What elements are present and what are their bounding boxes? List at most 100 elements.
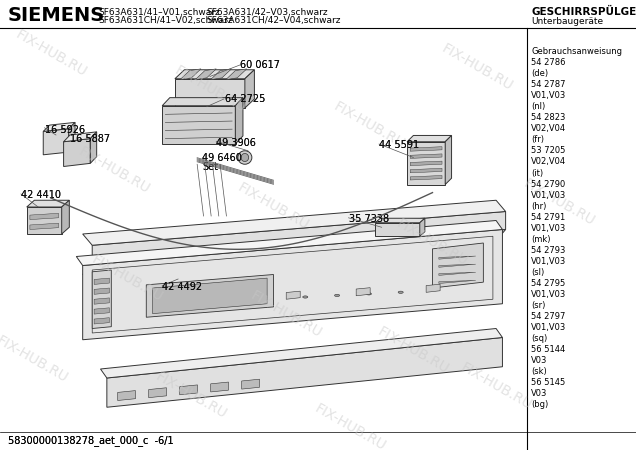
Polygon shape: [107, 338, 502, 407]
Polygon shape: [27, 200, 69, 207]
Polygon shape: [162, 98, 243, 106]
Text: 16 5926: 16 5926: [45, 125, 85, 135]
Polygon shape: [149, 388, 167, 398]
Text: GESCHIRRSPÜLGERÄTE: GESCHIRRSPÜLGERÄTE: [531, 7, 636, 17]
Polygon shape: [410, 176, 442, 180]
Polygon shape: [83, 230, 506, 274]
Text: V01,V03: V01,V03: [531, 224, 566, 233]
Polygon shape: [69, 122, 75, 152]
Polygon shape: [356, 288, 370, 296]
Text: 54 2787: 54 2787: [531, 80, 565, 89]
Text: 16 5887: 16 5887: [70, 134, 110, 144]
Ellipse shape: [366, 292, 371, 295]
Text: (bg): (bg): [531, 400, 548, 409]
Polygon shape: [94, 298, 109, 304]
Polygon shape: [426, 284, 440, 292]
Polygon shape: [410, 168, 442, 173]
Polygon shape: [43, 129, 69, 155]
Text: 60 0617: 60 0617: [240, 60, 280, 70]
Polygon shape: [439, 256, 476, 259]
Text: V01,V03: V01,V03: [531, 290, 566, 299]
Text: 56 5144: 56 5144: [531, 345, 565, 354]
Text: FIX-HUB.RU: FIX-HUB.RU: [458, 361, 534, 413]
Polygon shape: [76, 220, 502, 266]
Text: SIEMENS: SIEMENS: [8, 6, 105, 25]
Polygon shape: [242, 379, 259, 389]
Text: (de): (de): [531, 69, 548, 78]
Polygon shape: [175, 70, 254, 79]
Text: (sr): (sr): [531, 301, 546, 310]
Polygon shape: [226, 69, 247, 80]
Polygon shape: [445, 135, 452, 184]
Text: 54 2793: 54 2793: [531, 246, 565, 255]
Polygon shape: [64, 132, 97, 142]
Polygon shape: [43, 122, 75, 131]
Polygon shape: [83, 230, 502, 340]
Polygon shape: [420, 218, 425, 236]
Polygon shape: [92, 270, 111, 328]
Text: FIX-HUB.RU: FIX-HUB.RU: [235, 181, 312, 233]
Text: FIX-HUB.RU: FIX-HUB.RU: [439, 41, 515, 94]
Text: V03: V03: [531, 389, 548, 398]
Text: (nl): (nl): [531, 102, 545, 111]
Polygon shape: [94, 288, 109, 294]
Polygon shape: [62, 200, 69, 234]
Polygon shape: [432, 243, 483, 288]
Text: 42 4492: 42 4492: [162, 282, 202, 292]
Polygon shape: [175, 79, 245, 108]
Text: 42 4492: 42 4492: [162, 282, 202, 292]
Polygon shape: [30, 223, 59, 230]
Polygon shape: [439, 272, 476, 275]
Text: 58300000138278_aet_000_c  -6/1: 58300000138278_aet_000_c -6/1: [8, 435, 173, 446]
Text: V01,V03: V01,V03: [531, 190, 566, 199]
Polygon shape: [94, 278, 109, 284]
Text: V02,V04: V02,V04: [531, 158, 566, 166]
Text: V01,V03: V01,V03: [531, 91, 566, 100]
Text: 54 2795: 54 2795: [531, 279, 565, 288]
Text: (fr): (fr): [531, 135, 544, 144]
Polygon shape: [64, 139, 90, 166]
Text: FIX-HUB.RU: FIX-HUB.RU: [312, 401, 388, 450]
Polygon shape: [94, 318, 109, 324]
Text: FIX-HUB.RU: FIX-HUB.RU: [522, 176, 598, 229]
Text: SF63A631CH/42–V04,schwarz: SF63A631CH/42–V04,schwarz: [207, 16, 341, 25]
Text: 54 2791: 54 2791: [531, 212, 565, 221]
Text: 56 5145: 56 5145: [531, 378, 565, 387]
Polygon shape: [375, 218, 425, 223]
Polygon shape: [27, 207, 62, 234]
Text: Gebrauchsanweisung: Gebrauchsanweisung: [531, 47, 622, 56]
Polygon shape: [235, 98, 243, 144]
Ellipse shape: [238, 151, 252, 164]
Text: 49 6460: 49 6460: [202, 153, 242, 163]
Ellipse shape: [335, 294, 340, 297]
Text: 64 2725: 64 2725: [225, 94, 265, 104]
Text: FIX-HUB.RU: FIX-HUB.RU: [89, 253, 165, 305]
Text: Unterbaugeräte: Unterbaugeräte: [531, 17, 603, 26]
Text: FIX-HUB.RU: FIX-HUB.RU: [172, 64, 248, 116]
Text: 42 4410: 42 4410: [21, 190, 61, 200]
Text: 49 6460: 49 6460: [202, 153, 242, 163]
Text: 35 7338: 35 7338: [349, 214, 389, 224]
Text: SF63A631CH/41–V02,schwarz: SF63A631CH/41–V02,schwarz: [99, 16, 233, 25]
Text: 16 5926: 16 5926: [45, 125, 85, 135]
Polygon shape: [118, 391, 135, 401]
Polygon shape: [407, 135, 452, 142]
Text: FIX-HUB.RU: FIX-HUB.RU: [248, 289, 324, 341]
Text: (sl): (sl): [531, 268, 544, 277]
Text: FIX-HUB.RU: FIX-HUB.RU: [0, 334, 70, 386]
Text: V01,V03: V01,V03: [531, 323, 566, 332]
Text: 49 3906: 49 3906: [216, 138, 256, 148]
Text: V02,V04: V02,V04: [531, 124, 566, 133]
Text: 54 2823: 54 2823: [531, 113, 565, 122]
Polygon shape: [410, 161, 442, 166]
Text: 16 5887: 16 5887: [70, 134, 110, 144]
Ellipse shape: [241, 153, 249, 162]
Text: FIX-HUB.RU: FIX-HUB.RU: [331, 100, 407, 152]
Text: 53 7205: 53 7205: [531, 146, 565, 155]
Text: 54 2797: 54 2797: [531, 312, 565, 321]
Polygon shape: [407, 142, 445, 184]
Text: (hr): (hr): [531, 202, 546, 211]
Polygon shape: [94, 308, 109, 314]
Polygon shape: [211, 382, 228, 392]
Text: 35 7338: 35 7338: [349, 214, 389, 224]
